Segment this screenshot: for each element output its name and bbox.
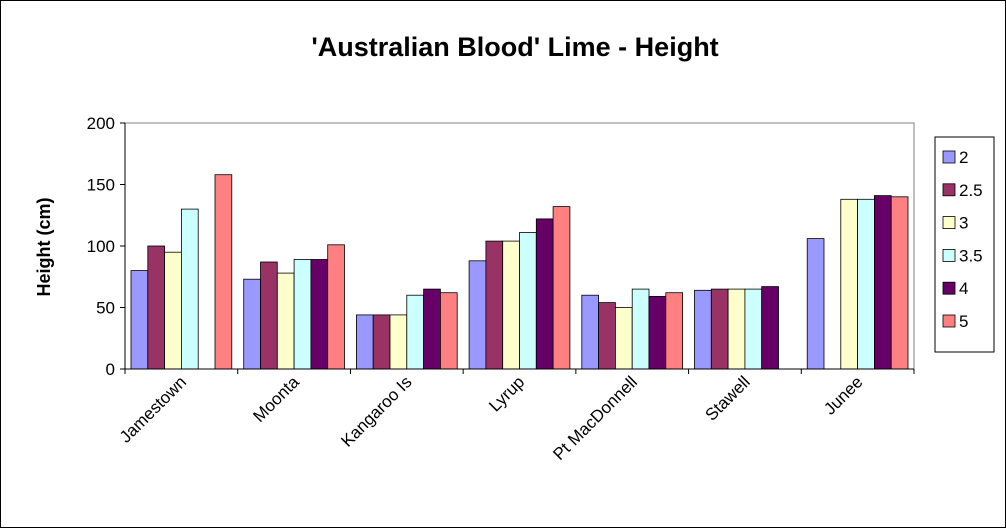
- bar-lyrup-series-3: [502, 240, 520, 370]
- legend-swatch: [942, 183, 956, 197]
- bar-moonta-series-2-5: [260, 261, 278, 370]
- y-tick-label: 50: [96, 299, 115, 318]
- bar-jamestown-series-2: [130, 270, 149, 370]
- bar-moonta-series-3: [276, 272, 295, 370]
- bar-lyrup-series-4: [535, 218, 554, 370]
- bar-kangaroo-is-series-3-5: [406, 294, 424, 370]
- legend-label: 5: [959, 312, 968, 331]
- legend-swatch: [942, 150, 956, 164]
- bar-lyrup-series-3-5: [519, 232, 537, 370]
- legend-label: 3: [959, 214, 968, 233]
- bar-moonta-series-4: [310, 259, 329, 370]
- y-tick-label: 100: [87, 237, 115, 256]
- bar-stawell-series-4: [761, 286, 779, 370]
- bar-moonta-series-3-5: [293, 259, 312, 370]
- bar-moonta-series-2: [243, 278, 261, 370]
- bar-jamestown-series-5: [214, 174, 233, 370]
- bar-junee-series-4: [874, 195, 892, 370]
- legend-swatch: [942, 248, 956, 262]
- legend-label: 2: [959, 148, 968, 167]
- y-tick-label: 0: [106, 360, 115, 379]
- y-tick-label: 150: [87, 176, 115, 195]
- legend-swatch: [942, 281, 956, 295]
- legend-label: 4: [959, 279, 968, 298]
- bar-pt-macdonnell-series-3: [615, 307, 633, 370]
- bar-kangaroo-is-series-4: [423, 288, 441, 370]
- bar-moonta-series-5: [327, 244, 345, 370]
- y-axis-label: Height (cm): [34, 197, 54, 296]
- bar-kangaroo-is-series-3: [389, 314, 408, 370]
- legend-swatch: [942, 216, 956, 230]
- chart-title: 'Australian Blood' Lime - Height: [311, 32, 718, 62]
- bar-jamestown-series-2-5: [147, 245, 166, 370]
- bar-lyrup-series-2-5: [485, 240, 504, 370]
- bar-junee-series-3-5: [857, 198, 875, 370]
- bar-lyrup-series-5: [552, 206, 571, 370]
- bar-stawell-series-3: [727, 288, 746, 370]
- legend-label: 3.5: [959, 246, 983, 265]
- y-tick-label: 200: [87, 114, 115, 133]
- bar-pt-macdonnell-series-4: [648, 295, 667, 370]
- bar-pt-macdonnell-series-5: [665, 292, 683, 370]
- bar-kangaroo-is-series-5: [439, 292, 458, 370]
- bar-lyrup-series-2: [468, 260, 487, 370]
- bar-pt-macdonnell-series-2: [581, 294, 599, 370]
- bar-jamestown-series-3-5: [180, 208, 199, 370]
- legend-swatch: [942, 314, 956, 328]
- legend-label: 2.5: [959, 181, 983, 200]
- bar-pt-macdonnell-series-3-5: [631, 288, 650, 370]
- bar-kangaroo-is-series-2-5: [372, 314, 391, 370]
- bar-junee-series-2: [806, 238, 825, 370]
- bar-pt-macdonnell-series-2-5: [598, 302, 616, 370]
- bars-group: [130, 174, 909, 370]
- legend: 2 2.5 3 3.5 4 5: [934, 136, 995, 353]
- bar-stawell-series-2-5: [710, 288, 729, 370]
- bar-jamestown-series-3: [164, 251, 182, 370]
- bar-kangaroo-is-series-2: [355, 314, 374, 370]
- bar-stawell-series-3-5: [744, 288, 763, 370]
- bar-junee-series-3: [840, 198, 858, 370]
- bar-junee-series-5: [890, 196, 909, 370]
- bar-stawell-series-2: [694, 289, 712, 370]
